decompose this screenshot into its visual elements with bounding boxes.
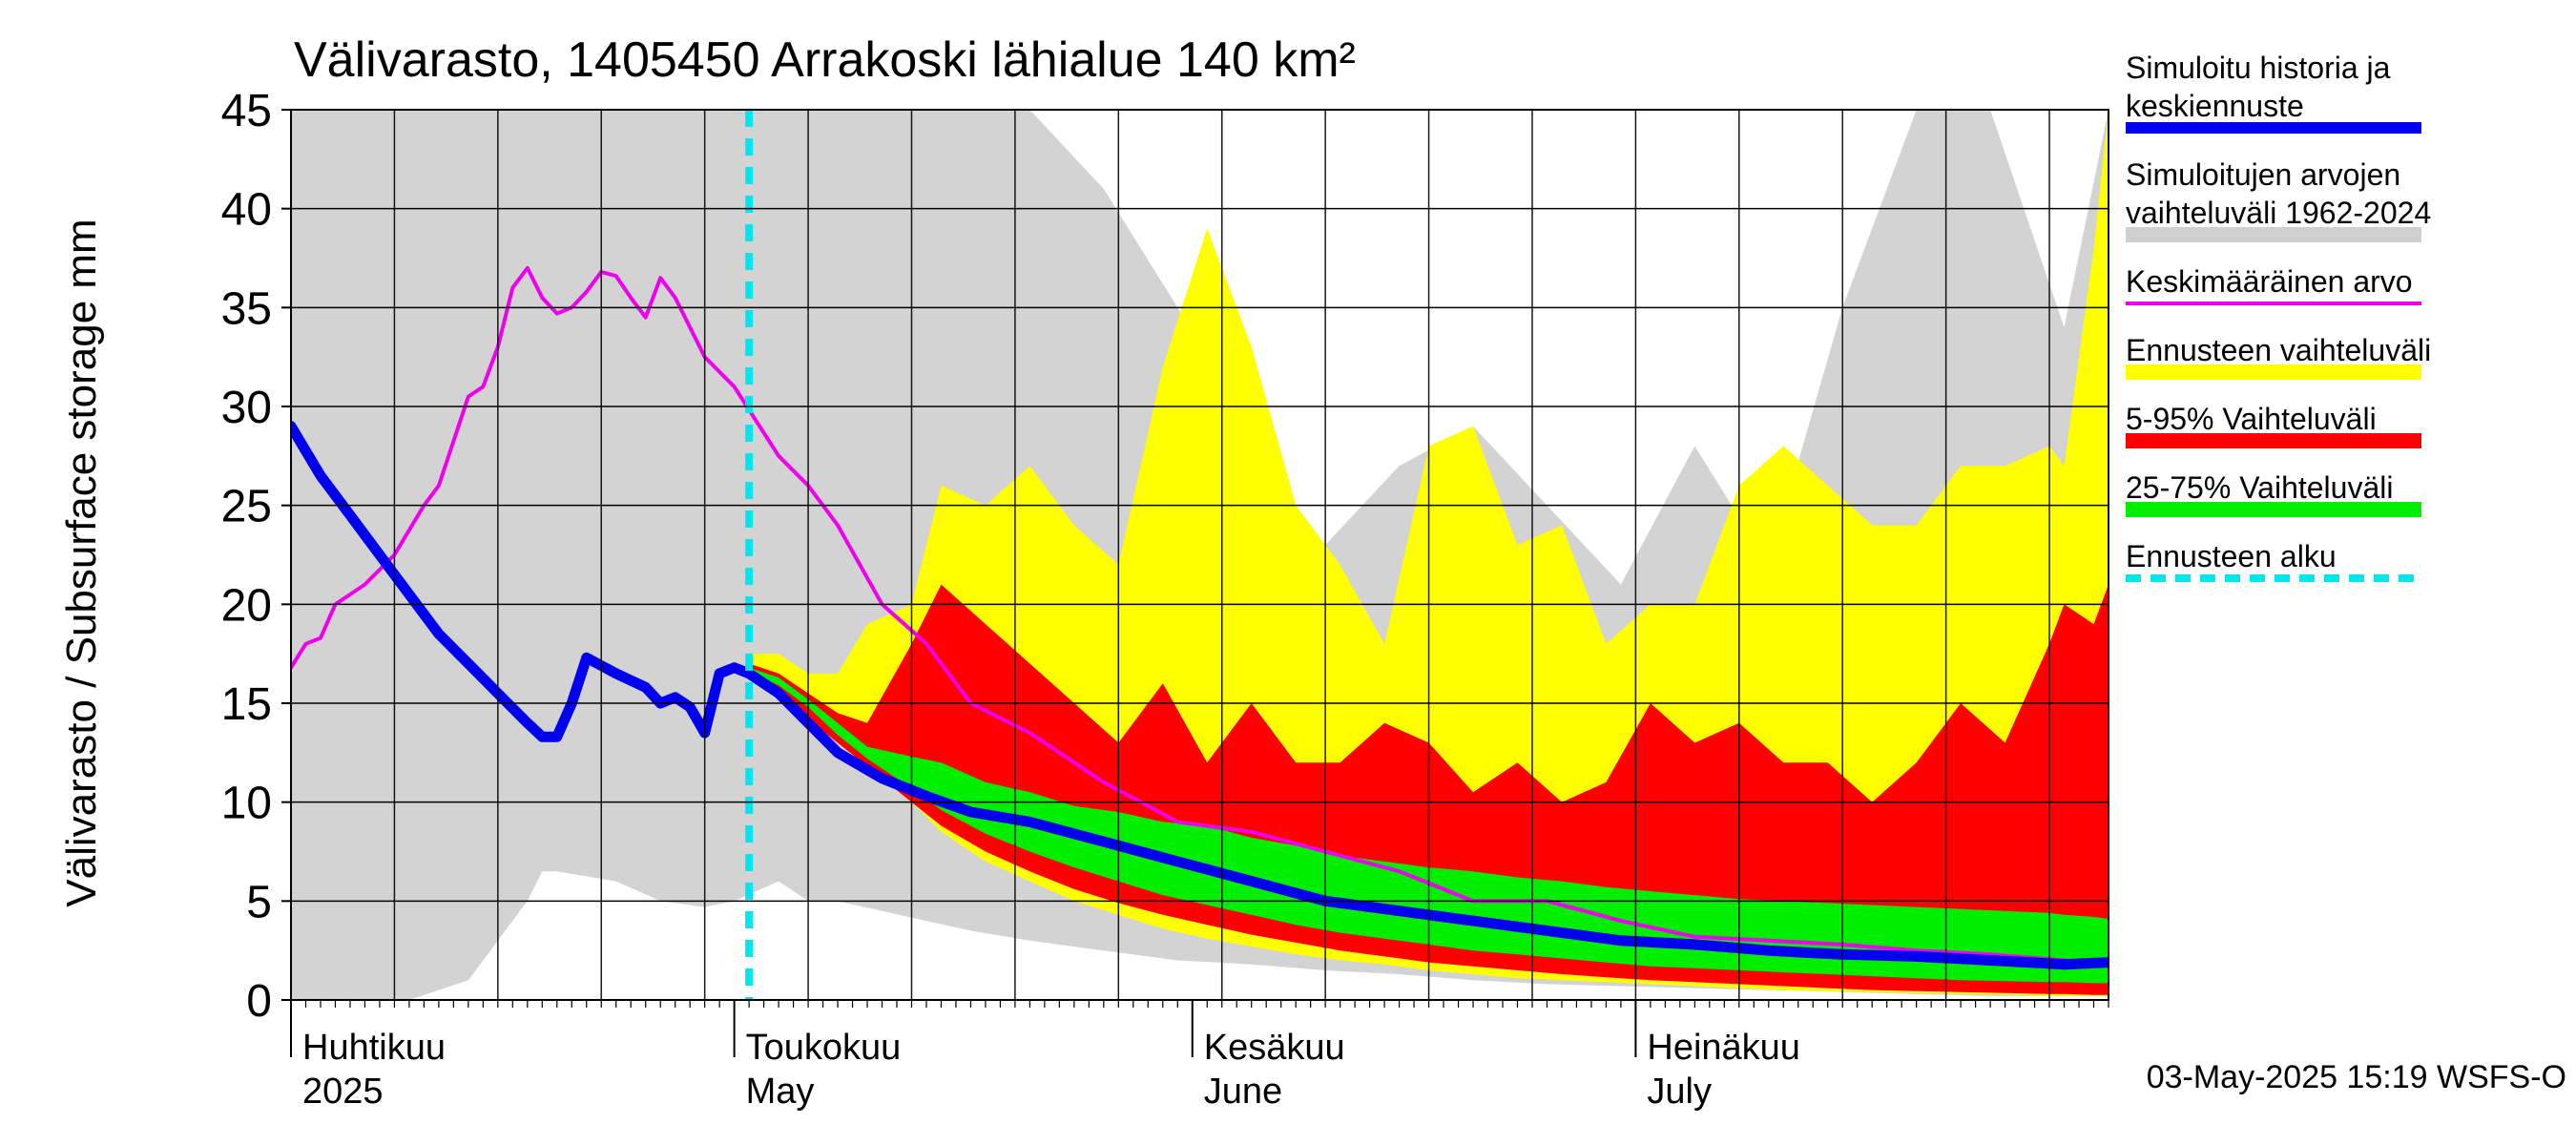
band-25-75-vaihteluv-li bbox=[749, 667, 2109, 984]
x-month-sublabel: June bbox=[1204, 1072, 1282, 1112]
y-tick-label: 10 bbox=[221, 779, 272, 829]
legend-label: Keskimääräinen arvo bbox=[2126, 264, 2413, 299]
legend-swatch bbox=[2126, 227, 2421, 242]
axes: 051015202530354045Huhtikuu2025ToukokuuMa… bbox=[221, 86, 2109, 1112]
x-month-label: Kesäkuu bbox=[1204, 1028, 1345, 1068]
chart-title: Välivarasto, 1405450 Arrakoski lähialue … bbox=[294, 32, 1356, 88]
plot-frame bbox=[290, 109, 2109, 1001]
y-tick-label: 0 bbox=[246, 976, 272, 1027]
y-tick-label: 45 bbox=[221, 86, 272, 136]
legend-label: vaihteluväli 1962-2024 bbox=[2126, 196, 2431, 230]
x-month-sublabel: 2025 bbox=[302, 1072, 384, 1112]
y-tick-label: 40 bbox=[221, 185, 272, 236]
legend-label: Ennusteen alku bbox=[2126, 539, 2337, 573]
line-simuloitu-historia-ja-keskiennuste bbox=[291, 421, 2109, 970]
x-month-label: Toukokuu bbox=[746, 1028, 902, 1068]
legend-swatch bbox=[2126, 502, 2421, 517]
x-month-sublabel: July bbox=[1647, 1072, 1712, 1112]
legend-swatch bbox=[2126, 433, 2421, 448]
legend-label: Simuloitu historia ja bbox=[2126, 51, 2391, 85]
legend-label: 5-95% Vaihteluväli bbox=[2126, 402, 2377, 436]
legend: Simuloitu historia ja keskiennuste Simuloi… bbox=[2126, 51, 2431, 582]
footer-timestamp: 03-May-2025 15:19 WSFS-O bbox=[2147, 1059, 2566, 1095]
legend-label: Simuloitujen arvojen bbox=[2126, 157, 2400, 192]
y-tick-label: 15 bbox=[221, 679, 272, 730]
y-tick-label: 25 bbox=[221, 482, 272, 532]
y-tick-label: 30 bbox=[221, 383, 272, 433]
y-axis-label: Välivarasto / Subsurface storage mm bbox=[58, 219, 105, 906]
x-month-sublabel: May bbox=[746, 1072, 815, 1112]
y-tick-label: 35 bbox=[221, 283, 272, 334]
legend-swatch bbox=[2126, 364, 2421, 380]
y-tick-label: 5 bbox=[246, 877, 272, 927]
legend-label: 25-75% Vaihteluväli bbox=[2126, 470, 2393, 505]
x-month-label: Huhtikuu bbox=[302, 1028, 446, 1068]
legend-label: keskiennuste bbox=[2126, 89, 2304, 123]
legend-label: Ennusteen vaihteluväli bbox=[2126, 333, 2431, 367]
y-tick-label: 20 bbox=[221, 580, 272, 631]
x-month-label: Heinäkuu bbox=[1647, 1028, 1800, 1068]
